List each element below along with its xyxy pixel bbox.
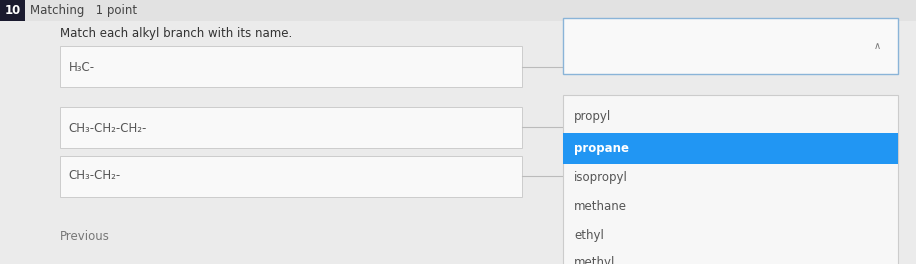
Text: 10: 10 (5, 4, 20, 17)
Text: ethyl: ethyl (574, 229, 605, 242)
Text: methyl: methyl (574, 256, 616, 264)
Text: methane: methane (574, 200, 627, 213)
Text: CH₃-CH₂-CH₂-: CH₃-CH₂-CH₂- (69, 121, 147, 135)
Text: CH₃-CH₂-: CH₃-CH₂- (69, 169, 121, 182)
Text: H₃C-: H₃C- (69, 61, 95, 74)
Text: Match each alkyl branch with its name.: Match each alkyl branch with its name. (60, 26, 292, 40)
Bar (563, 18, 898, 74)
Text: Matching   1 point: Matching 1 point (30, 4, 137, 17)
Text: isopropyl: isopropyl (574, 171, 628, 184)
Text: propane: propane (574, 142, 629, 155)
Bar (563, 95, 898, 264)
Text: ∧: ∧ (874, 41, 881, 51)
Bar (60, 107, 522, 148)
Bar (60, 46, 522, 87)
Text: Previous: Previous (60, 230, 109, 243)
Bar (563, 133, 898, 164)
Bar (0, 0, 916, 21)
Bar (0, 0, 25, 21)
Text: propyl: propyl (574, 110, 612, 123)
Bar (60, 156, 522, 197)
